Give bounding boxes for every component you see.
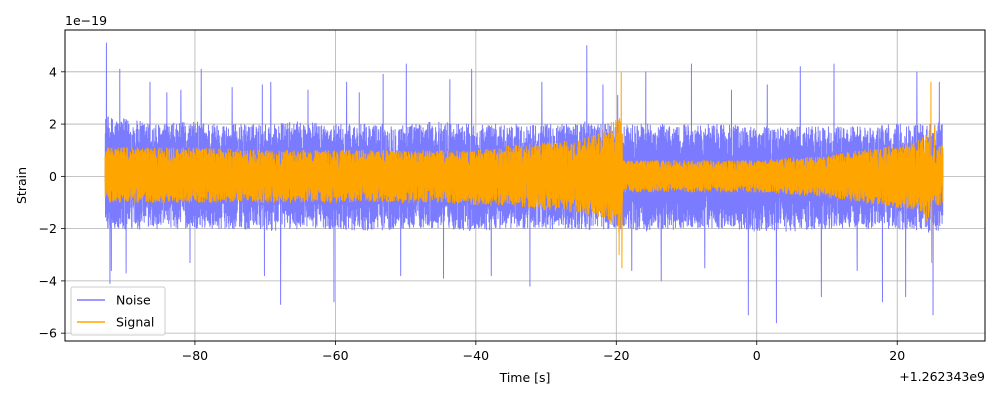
- x-tick-label: −40: [463, 348, 489, 363]
- x-offset-label: +1.262343e9: [899, 369, 985, 384]
- plot-series: [104, 42, 944, 324]
- x-tick-label: −60: [322, 348, 348, 363]
- y-tick-label: −6: [39, 326, 57, 341]
- y-tick-label: 2: [49, 117, 57, 132]
- y-tick-label: −4: [39, 273, 57, 288]
- legend-label-noise: Noise: [116, 293, 151, 308]
- x-tick-label: 20: [889, 348, 905, 363]
- legend-box: [70, 286, 166, 336]
- y-axis-label: Strain: [14, 167, 29, 204]
- legend: Noise Signal: [70, 286, 166, 336]
- legend-label-signal: Signal: [116, 315, 154, 330]
- y-tick-label: 0: [49, 169, 57, 184]
- y-scale-label: 1e−19: [65, 13, 107, 28]
- x-tick-label: −20: [603, 348, 629, 363]
- x-axis-label: Time [s]: [499, 370, 551, 385]
- series-line-signal: [104, 71, 944, 269]
- y-tick-label: −2: [39, 221, 57, 236]
- x-tick-label: −80: [182, 348, 208, 363]
- axes-frame: [64, 29, 986, 342]
- x-tick-label: 0: [753, 348, 761, 363]
- y-tick-label: 4: [49, 64, 57, 79]
